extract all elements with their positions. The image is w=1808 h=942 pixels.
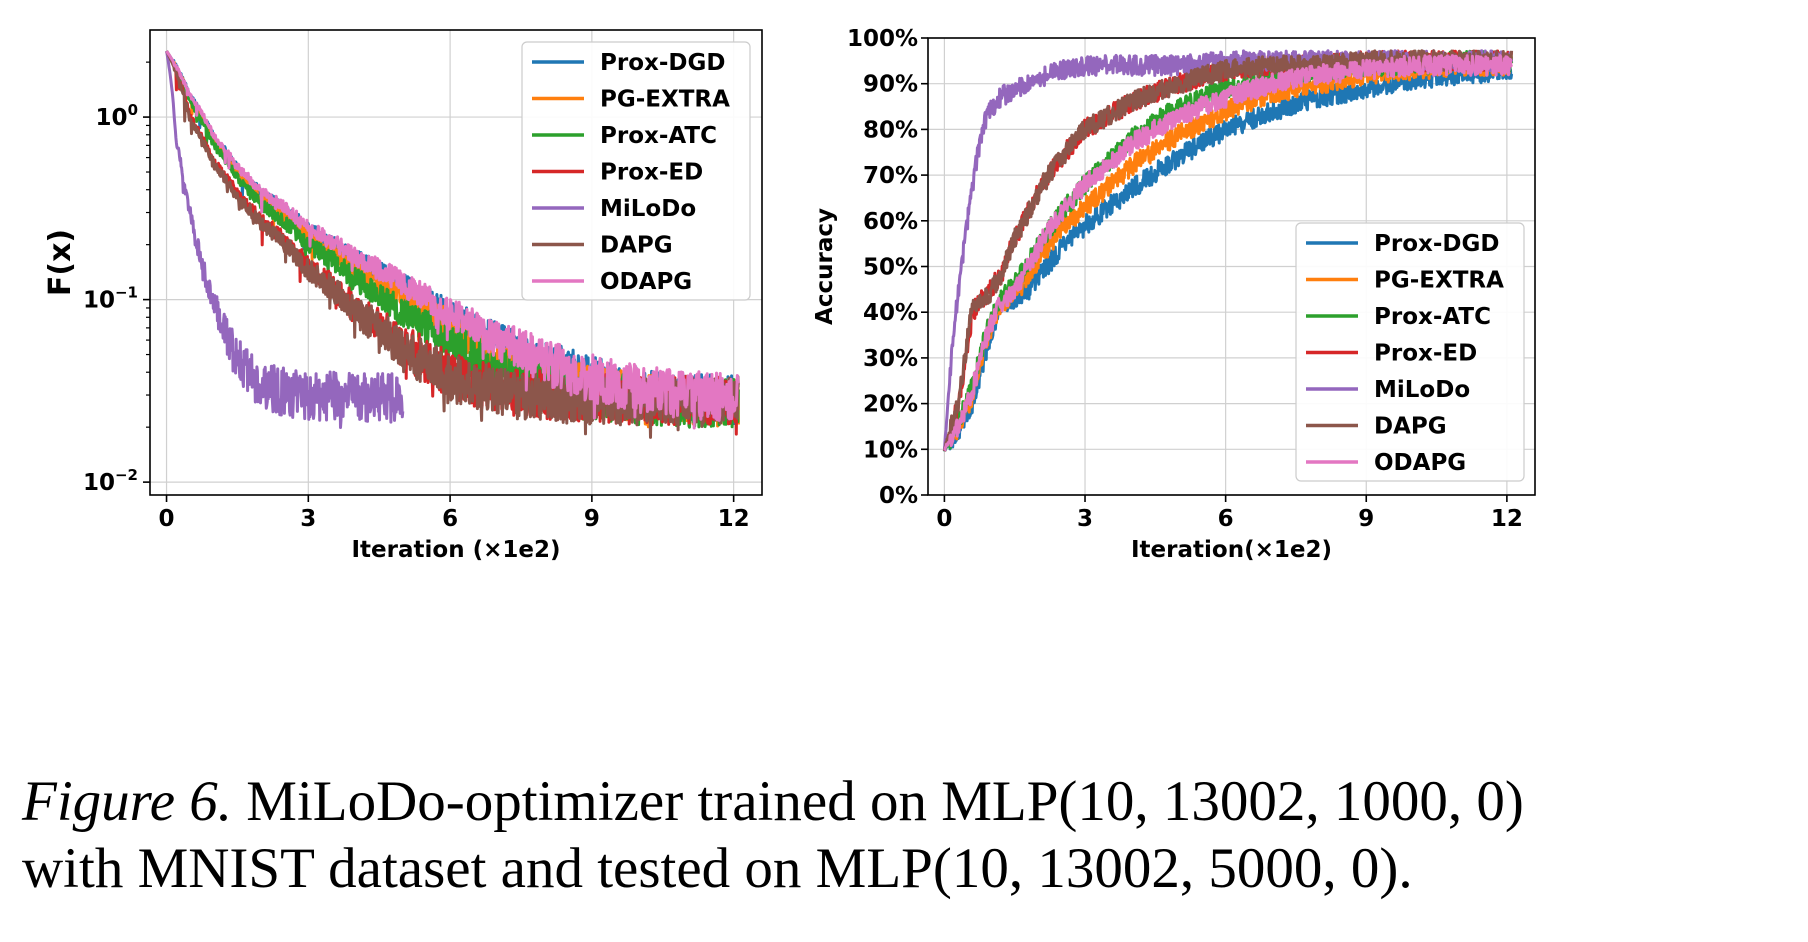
- legend-box: [1295, 222, 1525, 482]
- caption-figure-label: Figure 6.: [22, 770, 233, 833]
- y-tick-label: 80%: [863, 117, 918, 143]
- legend-label-prox-dgd: Prox-DGD: [600, 50, 725, 76]
- series-line-odapg: [165, 50, 740, 430]
- x-tick-label: 3: [300, 506, 316, 532]
- y-tick-label: 100: [96, 101, 138, 131]
- y-tick-label: 10−1: [83, 284, 138, 314]
- x-tick-label: 0: [159, 506, 175, 532]
- legend-label-dapg: DAPG: [1374, 414, 1447, 440]
- x-tick-label: 6: [442, 506, 458, 532]
- series-lines: [165, 50, 740, 439]
- legend-box: [521, 41, 751, 301]
- x-tick-label: 3: [1077, 506, 1093, 532]
- legend-label-prox-atc: Prox-ATC: [1374, 304, 1491, 330]
- legend-label-prox-dgd: Prox-DGD: [1374, 231, 1499, 257]
- caption-line-2: with MNIST dataset and tested on MLP(10,…: [22, 837, 1413, 900]
- y-tick-label: 0%: [879, 483, 918, 509]
- x-tick-label: 0: [936, 506, 952, 532]
- legend-label-odapg: ODAPG: [1374, 450, 1466, 476]
- legend-label-prox-ed: Prox-ED: [1374, 341, 1477, 367]
- series-line-odapg: [943, 54, 1513, 452]
- y-tick-label: 100%: [847, 26, 918, 52]
- y-tick-label: 40%: [863, 300, 918, 326]
- x-tick-label: 12: [1491, 506, 1523, 532]
- accuracy-chart: 0 3 6 9 12 0% 10% 20% 30% 40% 50% 60% 70% 80% 90% 100% I…: [812, 26, 1536, 563]
- figure: 0 3 6 9 12 100 10−1 10−2 Iteration (×1e2) F(x) Pro…: [43, 26, 1536, 563]
- x-tick-label: 12: [718, 506, 750, 532]
- y-tick-label: 10−2: [83, 466, 138, 496]
- x-tick-label: 9: [584, 506, 600, 532]
- legend-label-dapg: DAPG: [600, 233, 673, 259]
- y-tick-label: 70%: [863, 163, 918, 189]
- y-axis-label: F(x): [43, 229, 78, 296]
- y-tick-label: 20%: [863, 392, 918, 418]
- figure-caption: Figure 6. MiLoDo-optimizer trained on ML…: [22, 768, 1802, 902]
- x-axis-label: Iteration(×1e2): [1131, 537, 1332, 563]
- loss-chart: 0 3 6 9 12 100 10−1 10−2 Iteration (×1e2) F(x) Pro…: [43, 29, 763, 563]
- legend-label-pg-extra: PG-EXTRA: [600, 87, 730, 113]
- y-tick-label: 60%: [863, 209, 918, 235]
- series-line-milodo: [165, 50, 405, 429]
- legend: Prox-DGD PG-EXTRA Prox-ATC Prox-ED MiLoDo DAP…: [1295, 222, 1525, 482]
- series-lines: [942, 49, 1514, 452]
- caption-line-1: MiLoDo-optimizer trained on MLP(10, 1300…: [232, 770, 1524, 833]
- plot-frame: [149, 29, 763, 496]
- x-tick-label: 9: [1358, 506, 1374, 532]
- y-axis-label: Accuracy: [812, 208, 838, 325]
- x-tick-label: 6: [1218, 506, 1234, 532]
- legend-label-prox-atc: Prox-ATC: [600, 123, 717, 149]
- y-tick-label: 30%: [863, 346, 918, 372]
- y-tick-label: 50%: [863, 255, 918, 281]
- legend-label-milodo: MiLoDo: [600, 196, 696, 222]
- y-tick-label: 10%: [863, 437, 918, 463]
- y-tick-label: 90%: [863, 72, 918, 98]
- legend: Prox-DGD PG-EXTRA Prox-ATC Prox-ED MiLoDo DAP…: [521, 41, 751, 301]
- legend-label-pg-extra: PG-EXTRA: [1374, 268, 1504, 294]
- legend-label-prox-ed: Prox-ED: [600, 160, 703, 186]
- legend-label-odapg: ODAPG: [600, 269, 692, 295]
- legend-label-milodo: MiLoDo: [1374, 377, 1470, 403]
- x-axis-label: Iteration (×1e2): [352, 537, 561, 563]
